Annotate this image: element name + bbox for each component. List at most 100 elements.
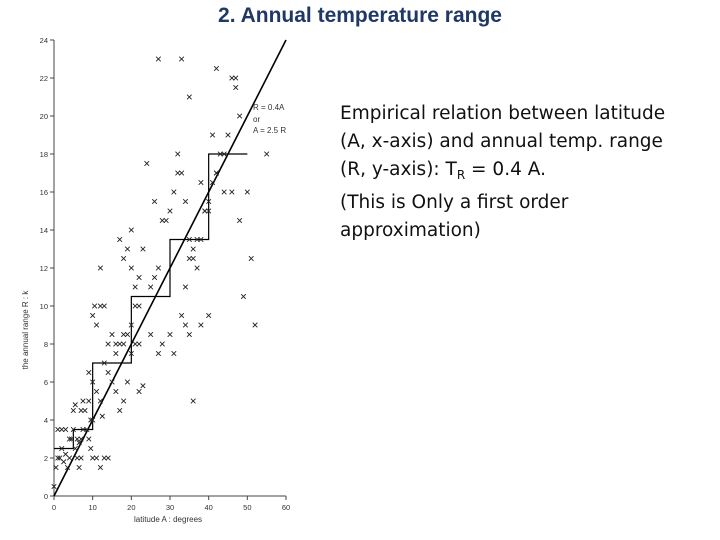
data-point <box>148 284 154 290</box>
data-point <box>194 265 200 271</box>
data-point <box>252 322 258 328</box>
data-point <box>120 255 127 262</box>
data-point <box>136 303 142 309</box>
data-point <box>178 56 185 62</box>
data-point <box>140 383 146 389</box>
data-point <box>120 398 127 404</box>
data-point <box>88 417 94 423</box>
data-points <box>51 56 270 490</box>
caption-line1: Empirical relation between latitude <box>340 103 666 124</box>
data-point <box>84 426 90 433</box>
data-point <box>136 341 142 347</box>
caption-line3-post: = 0.4 A. <box>465 159 546 180</box>
data-point <box>155 265 162 271</box>
data-point <box>190 255 196 262</box>
caption-line5: approximation) <box>340 220 481 241</box>
y-tick-label: 14 <box>40 226 48 235</box>
x-tick-label: 50 <box>243 503 251 512</box>
data-point <box>213 170 220 176</box>
data-point <box>86 369 92 376</box>
data-point <box>82 407 88 414</box>
data-point <box>101 303 107 309</box>
x-ticks: 0 10 20 30 40 50 60 <box>52 496 290 512</box>
data-point <box>209 179 216 186</box>
data-point <box>105 341 111 347</box>
slide-title: 2. Annual temperature range <box>218 4 502 27</box>
data-point <box>186 331 192 338</box>
data-point <box>64 464 71 471</box>
data-point <box>132 303 138 309</box>
data-point <box>155 56 162 62</box>
data-point <box>240 293 247 300</box>
data-point <box>194 236 200 243</box>
data-point <box>97 464 104 471</box>
data-point <box>78 407 84 414</box>
data-point <box>61 459 67 465</box>
y-tick-label: 16 <box>40 188 48 197</box>
data-point <box>236 113 243 119</box>
y-tick-label: 0 <box>44 492 48 501</box>
data-point <box>198 322 204 328</box>
x-tick-label: 60 <box>282 503 290 512</box>
data-point <box>90 379 96 385</box>
step-line-group <box>54 153 248 450</box>
data-point <box>117 236 123 243</box>
data-point <box>182 284 189 290</box>
y-axis-label: the annual range R : k <box>21 290 30 370</box>
data-point <box>206 312 212 319</box>
data-point <box>66 455 73 461</box>
data-point <box>198 179 204 186</box>
data-point <box>51 483 57 490</box>
data-point <box>206 198 212 205</box>
x-tick-label: 30 <box>166 503 174 512</box>
data-point <box>175 151 181 157</box>
data-point <box>136 274 142 281</box>
data-point <box>136 388 142 395</box>
data-point <box>109 379 115 385</box>
data-point <box>124 246 131 252</box>
data-point <box>221 189 227 195</box>
data-point <box>113 388 119 395</box>
data-point <box>117 407 123 414</box>
data-point <box>80 426 86 433</box>
caption: Empirical relation between latitude (A, … <box>340 100 710 245</box>
data-point <box>198 236 204 243</box>
data-point <box>97 398 104 404</box>
data-point <box>91 303 98 309</box>
y-tick-label: 12 <box>40 264 48 273</box>
caption-line3-pre: (R, y-axis): T <box>340 159 457 180</box>
data-point <box>76 464 82 471</box>
data-point <box>97 303 104 309</box>
y-tick-label: 8 <box>44 340 48 349</box>
annotation-line3: A = 2.5 R <box>253 126 286 135</box>
data-point <box>55 455 61 461</box>
data-point <box>124 331 131 338</box>
data-point <box>99 413 105 419</box>
y-tick-label: 4 <box>44 416 48 425</box>
data-point <box>62 451 69 457</box>
y-tick-label: 20 <box>40 112 48 121</box>
caption-line3: (R, y-axis): TR = 0.4 A. <box>340 156 710 189</box>
data-point <box>93 322 100 328</box>
data-point <box>117 341 123 347</box>
annotation-line2: or <box>253 115 260 124</box>
data-point <box>186 236 192 243</box>
x-axis-label: latitude A : degrees <box>134 515 202 524</box>
data-point <box>159 341 165 347</box>
x-tick-label: 40 <box>204 503 212 512</box>
data-point <box>186 94 192 100</box>
data-point <box>151 198 158 205</box>
data-point <box>68 436 75 442</box>
data-point <box>229 75 235 81</box>
data-point <box>206 208 212 214</box>
data-point <box>171 189 177 195</box>
data-point <box>86 436 92 442</box>
x-tick-label: 0 <box>52 503 56 512</box>
data-point <box>74 436 80 442</box>
data-point <box>217 151 223 157</box>
data-point <box>151 274 158 281</box>
data-point <box>171 350 177 357</box>
data-point <box>97 265 104 271</box>
data-point <box>182 322 189 328</box>
